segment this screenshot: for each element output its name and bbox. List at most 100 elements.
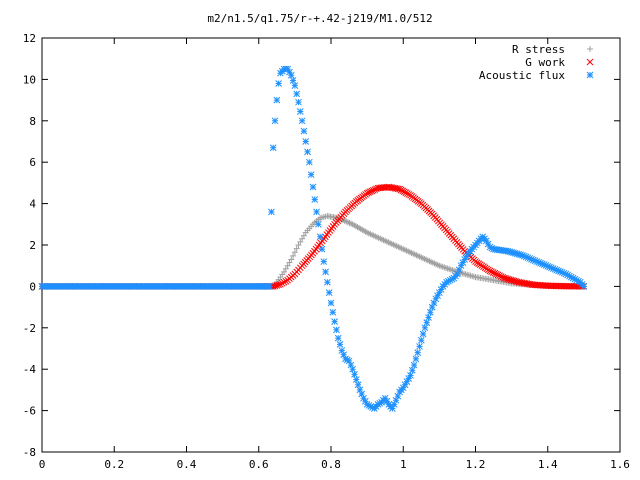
- point-g-work: [486, 267, 494, 275]
- star-b: [347, 361, 355, 369]
- star-b: [329, 308, 337, 316]
- x-tick-label: 1.2: [466, 458, 486, 471]
- point-acoustic-flux: [421, 324, 429, 332]
- star-b: [352, 376, 360, 383]
- point-r-stress: [293, 245, 300, 252]
- x-b: [277, 280, 284, 288]
- star-b: [271, 117, 279, 125]
- data-marks: [38, 65, 588, 412]
- point-acoustic-flux: [307, 171, 315, 178]
- point-acoustic-flux: [320, 258, 328, 265]
- point-acoustic-flux: [349, 365, 357, 373]
- x-b: [499, 273, 507, 281]
- x-tick-label: 1.6: [610, 458, 630, 471]
- point-g-work: [494, 271, 502, 279]
- point-acoustic-flux: [298, 117, 306, 125]
- point-acoustic-flux: [408, 366, 416, 374]
- star-b: [425, 314, 432, 321]
- point-acoustic-flux: [300, 127, 308, 135]
- star-b: [356, 386, 364, 394]
- star-b: [407, 372, 414, 379]
- star-b: [360, 394, 367, 402]
- y-tick-label: -4: [23, 363, 37, 376]
- x-b: [496, 272, 503, 280]
- star-b: [383, 397, 391, 405]
- y-tick-label: -8: [23, 446, 36, 459]
- point-acoustic-flux: [275, 80, 282, 87]
- point-acoustic-flux: [419, 330, 427, 338]
- x-tick-label: 0.8: [321, 458, 341, 471]
- y-tick-label: -2: [23, 322, 36, 335]
- point-g-work: [277, 280, 284, 288]
- x-b: [504, 275, 511, 283]
- star-b: [324, 278, 331, 286]
- x-b: [567, 282, 575, 290]
- star-b: [567, 273, 575, 281]
- point-r-stress: [284, 262, 291, 269]
- x-tick-label: 0.4: [177, 458, 197, 471]
- x-b: [555, 282, 563, 290]
- point-acoustic-flux: [273, 96, 281, 104]
- point-acoustic-flux: [407, 372, 414, 379]
- x-tick-label: 0.2: [104, 458, 124, 471]
- star-b: [315, 220, 322, 228]
- star-b: [426, 308, 434, 316]
- star-b: [343, 356, 351, 364]
- point-acoustic-flux: [266, 283, 273, 290]
- star-b: [419, 330, 427, 338]
- point-acoustic-flux: [309, 183, 317, 191]
- point-acoustic-flux: [305, 158, 313, 166]
- point-acoustic-flux: [331, 318, 338, 325]
- star-b: [302, 138, 310, 145]
- star-b: [286, 68, 293, 76]
- star-b: [412, 355, 420, 363]
- star-b: [361, 397, 369, 405]
- point-acoustic-flux: [313, 208, 320, 216]
- star-b: [338, 347, 346, 354]
- star-b: [566, 272, 573, 280]
- point-r-stress: [288, 256, 295, 263]
- x-b: [486, 267, 494, 275]
- x-b: [550, 282, 558, 290]
- star-b: [486, 243, 494, 251]
- x-b: [564, 282, 571, 290]
- point-acoustic-flux: [269, 144, 277, 152]
- star-b: [571, 275, 579, 283]
- point-r-stress: [299, 235, 306, 242]
- point-g-work: [488, 268, 495, 276]
- y-tick-label: 10: [23, 73, 36, 86]
- point-acoustic-flux: [289, 77, 297, 84]
- tick-marks: [41, 37, 621, 453]
- point-g-work: [496, 272, 503, 280]
- legend-marker-g-work: [586, 58, 594, 66]
- star-b: [484, 240, 492, 248]
- star-b: [342, 355, 349, 363]
- point-g-work: [278, 279, 286, 287]
- x-b: [507, 276, 515, 284]
- star-b: [334, 334, 342, 342]
- x-b: [275, 281, 282, 289]
- x-b: [560, 282, 568, 290]
- x-b: [501, 274, 508, 282]
- point-acoustic-flux: [315, 220, 322, 228]
- y-tick-label: 2: [29, 239, 36, 252]
- star-b: [305, 158, 313, 166]
- star-b: [331, 318, 338, 325]
- x-b: [586, 58, 594, 66]
- x-b: [510, 277, 518, 285]
- point-acoustic-flux: [351, 371, 358, 378]
- star-b: [327, 299, 335, 307]
- x-b: [497, 273, 505, 280]
- point-acoustic-flux: [291, 82, 299, 89]
- point-r-stress: [290, 252, 297, 259]
- star-b: [273, 96, 281, 104]
- point-acoustic-flux: [293, 90, 301, 98]
- star-b: [414, 349, 422, 356]
- point-acoustic-flux: [416, 343, 423, 350]
- star-b: [354, 381, 362, 389]
- point-r-stress: [291, 249, 298, 256]
- point-acoustic-flux: [336, 341, 344, 348]
